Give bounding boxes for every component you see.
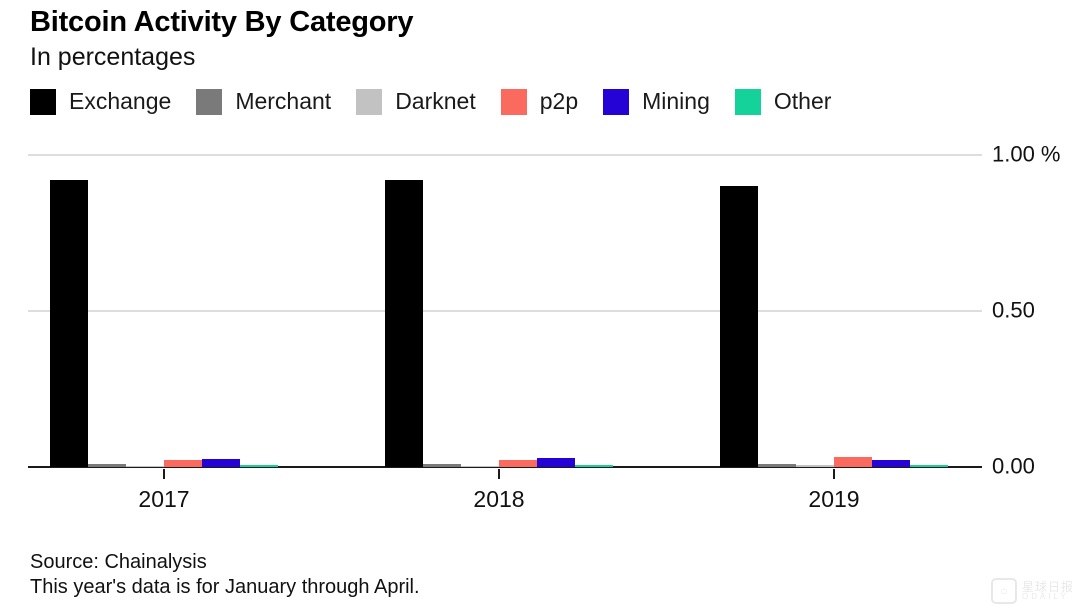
x-axis-tick [163,469,165,479]
legend-swatch-merchant [196,88,223,115]
legend-item-merchant: Merchant [196,88,331,115]
legend-label: Darknet [395,88,476,114]
legend-label: Exchange [69,88,172,114]
bar-p2p-2017 [164,460,202,467]
legend-item-darknet: Darknet [356,88,476,115]
bar-darknet-2018 [461,466,499,467]
legend-label: Mining [642,88,710,114]
source-text: Source: Chainalysis [30,551,207,573]
bar-other-2018 [575,465,613,467]
chart-subtitle: In percentages [30,43,196,71]
watermark-logo-icon: ○ [990,578,1017,604]
bar-exchange-2017 [50,180,88,467]
bar-darknet-2019 [796,465,834,467]
bar-merchant-2018 [423,464,461,467]
legend-item-other: Other [734,88,832,115]
gridline [28,154,982,156]
legend-swatch-darknet [356,88,383,115]
legend-swatch-p2p [500,88,527,115]
x-axis-label-2019: 2019 [808,486,860,512]
legend-swatch-exchange [30,88,56,115]
legend-swatch-mining [603,88,630,115]
bar-other-2019 [910,465,948,467]
legend-item-exchange: Exchange [30,88,171,115]
bar-merchant-2017 [88,464,126,467]
watermark-en: ODAILY [1021,592,1069,602]
legend-label: p2p [539,88,579,114]
y-axis-label: 0.00 [992,453,1035,479]
bar-mining-2019 [872,460,910,467]
page-title: Bitcoin Activity By Category [30,6,414,38]
x-axis-label-2017: 2017 [138,486,190,512]
bar-mining-2018 [537,458,575,467]
bar-darknet-2017 [126,466,164,467]
bar-merchant-2019 [758,464,796,467]
bar-other-2017 [240,465,278,467]
bar-p2p-2018 [499,460,537,467]
bar-exchange-2018 [385,180,423,467]
watermark-cn: 星球日报 [1021,579,1074,594]
legend-item-mining: Mining [603,88,710,115]
x-axis-tick [833,469,835,479]
legend-swatch-other [734,88,761,115]
bar-mining-2017 [202,459,240,467]
bar-p2p-2019 [834,457,872,467]
plot-area [28,130,982,490]
x-axis-line [28,466,982,468]
x-axis-tick [498,469,500,479]
legend: Exchange Merchant Darknet p2p Mining Other [30,88,856,115]
x-axis-label-2018: 2018 [473,486,525,512]
gridline [28,310,982,312]
footnote-text: This year's data is for January through … [30,576,420,598]
watermark: ○ 星球日报 ODAILY [990,578,1074,604]
legend-label: Other [773,88,832,114]
legend-item-p2p: p2p [500,88,579,115]
legend-label: Merchant [235,88,332,114]
bar-exchange-2019 [720,186,758,467]
y-axis-label: 1.00 % [992,141,1061,167]
y-axis-label: 0.50 [992,297,1035,323]
